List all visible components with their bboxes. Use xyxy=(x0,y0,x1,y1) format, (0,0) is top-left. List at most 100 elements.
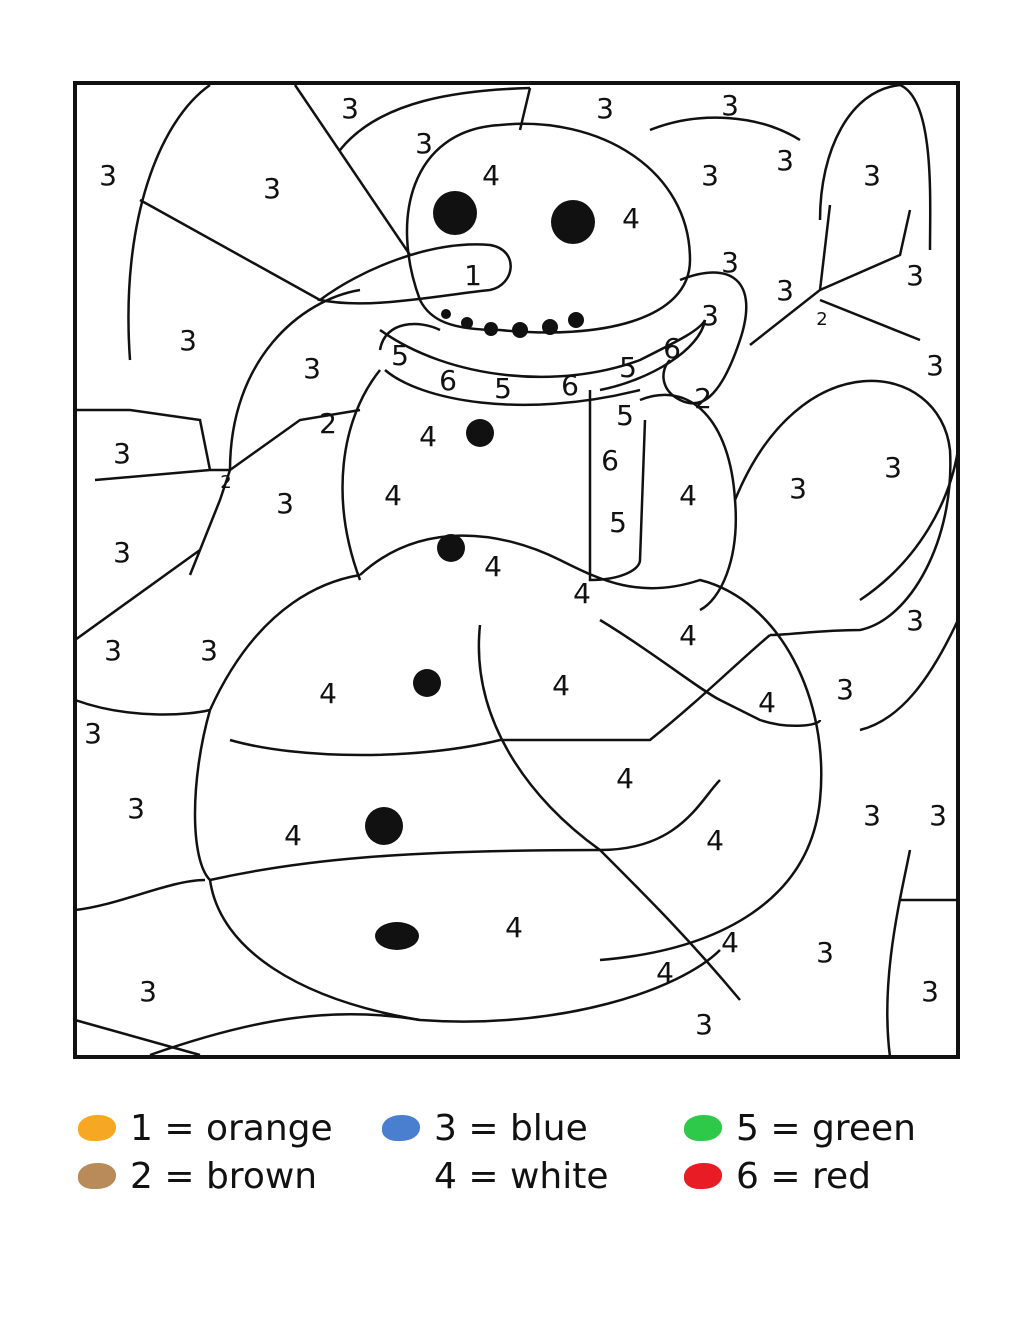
region-number: 6 xyxy=(439,364,457,397)
body-left xyxy=(193,709,721,1023)
region-number: 4 xyxy=(419,420,437,453)
region-number: 3 xyxy=(701,159,719,192)
region-number: 4 xyxy=(573,577,591,610)
region-number: 3 xyxy=(695,1008,713,1041)
region-number: 2 xyxy=(319,407,337,440)
left-eye-icon xyxy=(433,191,477,235)
region-number: 3 xyxy=(776,144,794,177)
region-number: 4 xyxy=(319,677,337,710)
region-number: 1 xyxy=(464,259,482,292)
region-number: 2 xyxy=(816,309,827,330)
nose xyxy=(317,243,512,305)
hat-brim xyxy=(228,288,361,471)
region-number: 3 xyxy=(921,975,939,1008)
region-number: 3 xyxy=(721,246,739,279)
region-number: 4 xyxy=(616,762,634,795)
region-number: 3 xyxy=(263,172,281,205)
region-number: 2 xyxy=(694,382,712,415)
region-number: 4 xyxy=(484,550,502,583)
region-number: 3 xyxy=(929,799,947,832)
paint-blob-icon xyxy=(684,1115,722,1141)
region-number: 4 xyxy=(721,926,739,959)
legend-label: 6 = red xyxy=(736,1155,871,1197)
region-number: 3 xyxy=(721,89,739,122)
button-icon xyxy=(413,669,441,697)
region-number: 3 xyxy=(836,673,854,706)
body-mid xyxy=(359,534,823,962)
paint-blob-icon xyxy=(382,1115,420,1141)
region-number: 3 xyxy=(139,975,157,1008)
color-legend: 1 = orange 2 = brown 3 = blue 4 = white … xyxy=(78,1105,978,1205)
region-number: 4 xyxy=(552,669,570,702)
legend-label: 4 = white xyxy=(434,1155,609,1197)
paint-blob-icon xyxy=(78,1115,116,1141)
head xyxy=(405,122,692,334)
region-number: 4 xyxy=(758,686,776,719)
region-number: 4 xyxy=(656,956,674,989)
region-number: 3 xyxy=(276,487,294,520)
region-number: 3 xyxy=(906,259,924,292)
paint-blob-icon xyxy=(78,1163,116,1189)
legend-item: 4 = white xyxy=(382,1153,608,1199)
legend-item: 6 = red xyxy=(684,1153,871,1199)
region-number: 4 xyxy=(284,819,302,852)
button-icon xyxy=(466,419,494,447)
legend-label: 5 = green xyxy=(736,1107,916,1149)
region-number: 2 xyxy=(220,472,231,493)
region-number: 4 xyxy=(622,202,640,235)
legend-item: 3 = blue xyxy=(382,1105,588,1151)
region-number: 3 xyxy=(816,936,834,969)
region-number: 4 xyxy=(505,911,523,944)
snowman-lines xyxy=(94,122,952,1023)
region-number: 3 xyxy=(596,92,614,125)
region-number: 3 xyxy=(104,634,122,667)
region-number: 3 xyxy=(113,536,131,569)
region-number: 4 xyxy=(482,159,500,192)
region-number: 3 xyxy=(179,324,197,357)
region-number: 3 xyxy=(127,792,145,825)
region-number: 3 xyxy=(906,604,924,637)
snowman-dots xyxy=(365,191,595,950)
region-number: 3 xyxy=(884,451,902,484)
region-number: 3 xyxy=(926,349,944,382)
right-eye-icon xyxy=(551,200,595,244)
legend-label: 1 = orange xyxy=(130,1107,333,1149)
region-number: 3 xyxy=(99,159,117,192)
background-lines xyxy=(74,83,960,1058)
region-number: 3 xyxy=(776,274,794,307)
scarf xyxy=(378,322,647,582)
legend-label: 3 = blue xyxy=(434,1107,588,1149)
left-arm xyxy=(94,408,361,576)
legend-item: 5 = green xyxy=(684,1105,916,1151)
region-number: 5 xyxy=(616,399,634,432)
region-number: 5 xyxy=(494,372,512,405)
region-number: 3 xyxy=(789,472,807,505)
region-number: 4 xyxy=(384,479,402,512)
region-number: 3 xyxy=(415,127,433,160)
region-number: 6 xyxy=(663,332,681,365)
region-number: 3 xyxy=(863,159,881,192)
region-number: 4 xyxy=(679,479,697,512)
legend-label: 2 = brown xyxy=(130,1155,318,1197)
region-number: 3 xyxy=(113,437,131,470)
region-number: 3 xyxy=(303,352,321,385)
button-icon xyxy=(365,807,403,845)
region-number: 3 xyxy=(341,92,359,125)
region-number: 4 xyxy=(679,619,697,652)
region-number: 5 xyxy=(391,339,409,372)
picture-frame xyxy=(73,81,960,1059)
legend-item: 2 = brown xyxy=(78,1153,317,1199)
region-number: 3 xyxy=(84,717,102,750)
region-number: 6 xyxy=(561,369,579,402)
region-number: 6 xyxy=(601,444,619,477)
right-arm xyxy=(749,204,921,346)
region-number: 5 xyxy=(609,506,627,539)
region-number: 4 xyxy=(706,824,724,857)
button-icon xyxy=(375,922,419,950)
region-number: 5 xyxy=(619,351,637,384)
legend-item: 1 = orange xyxy=(78,1105,333,1151)
button-icon xyxy=(437,534,465,562)
region-number: 3 xyxy=(863,799,881,832)
